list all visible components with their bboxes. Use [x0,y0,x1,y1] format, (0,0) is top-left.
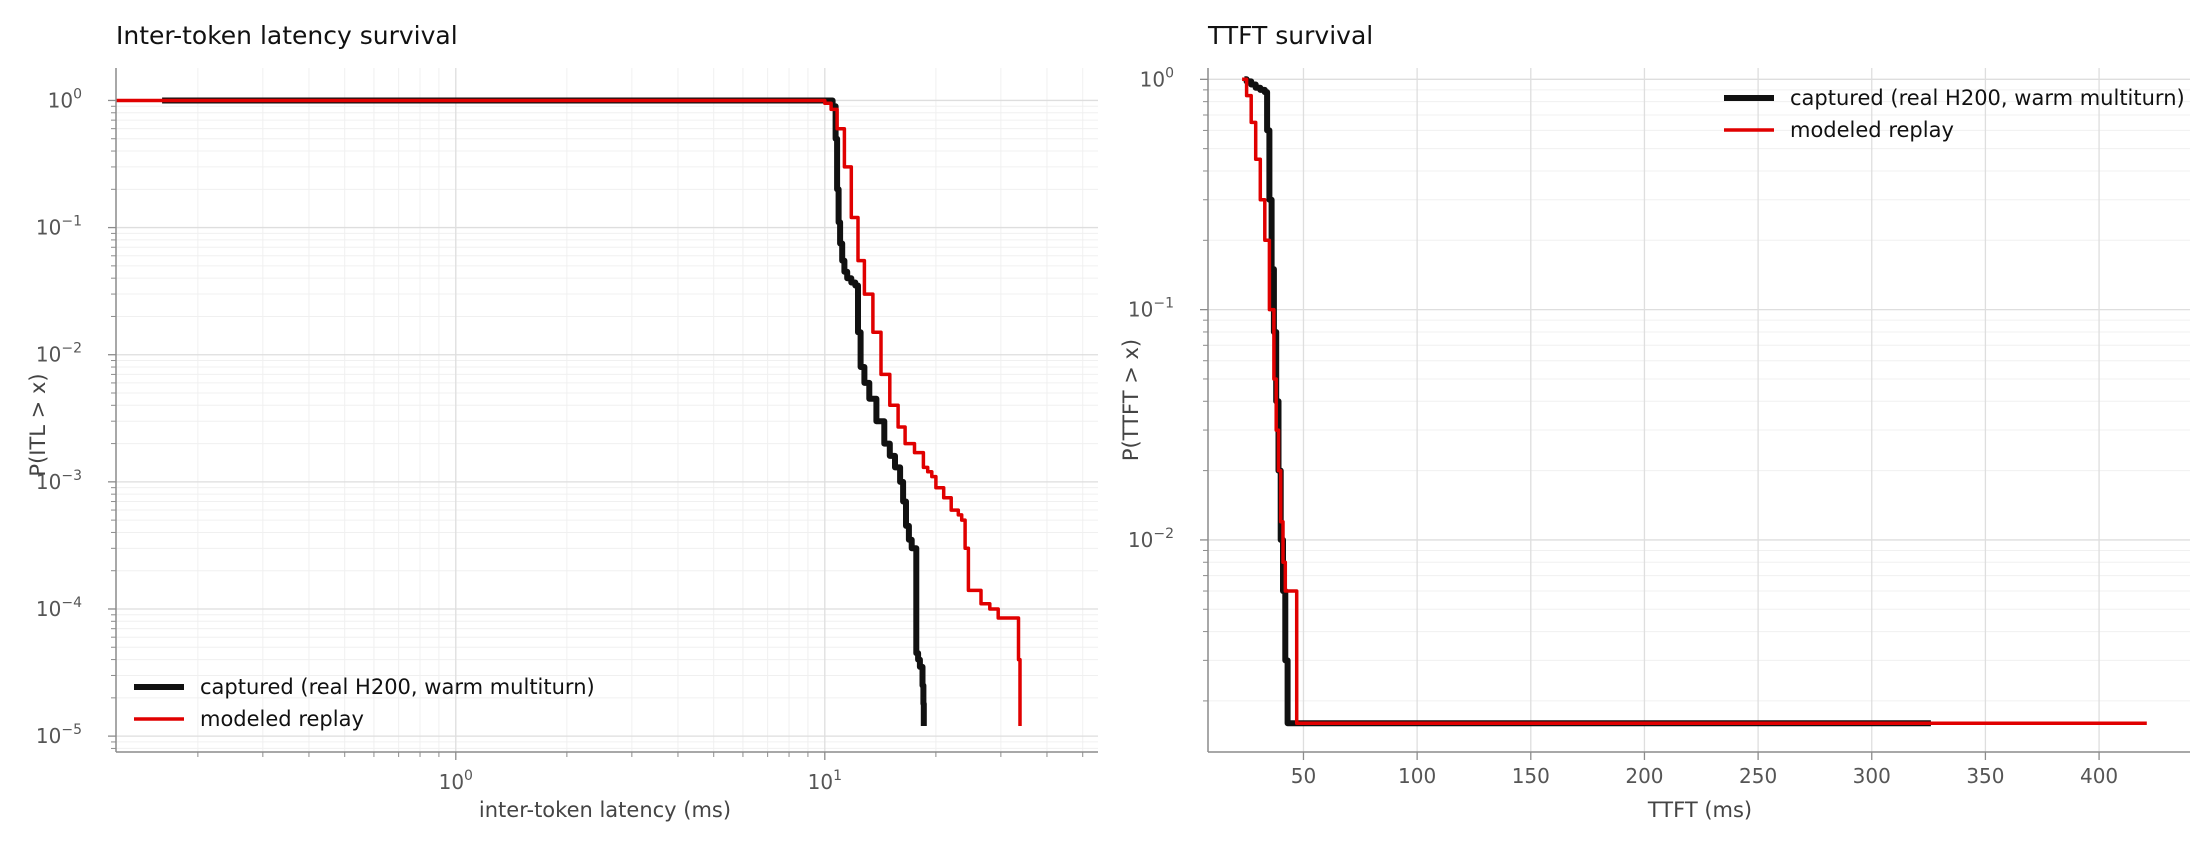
ttft-y-tick-label: 100 [1140,65,1174,91]
ttft-x-tick-label: 50 [1291,764,1316,788]
itl-y-ticks: 100 10−1 10−2 10−3 10−4 10−5 [36,86,82,748]
itl-legend-label-modeled: modeled replay [200,707,364,731]
ttft-survival-chart: TTFT survival 50 100 150 200 250 300 350 400 10… [1119,21,2190,822]
ttft-x-tick-label: 300 [1853,764,1891,788]
itl-y-tick-label: 10−1 [36,214,82,240]
ttft-grid [1208,68,2190,752]
ttft-legend: captured (real H200, warm multiturn) mod… [1724,86,2185,142]
ttft-x-tick-label: 350 [1966,764,2004,788]
itl-chart-title: Inter-token latency survival [116,21,458,50]
ttft-legend-label-captured: captured (real H200, warm multiturn) [1790,86,2185,110]
itl-series-layer [116,97,1022,726]
ttft-x-axis-label: TTFT (ms) [1647,798,1752,822]
itl-x-ticks: 100 101 [439,768,842,794]
itl-axes-spines [108,68,1098,760]
itl-y-axis-label: P(ITL > x) [26,373,50,476]
ttft-series-layer [1242,76,2147,727]
ttft-y-axis-label: P(TTFT > x) [1119,339,1143,461]
ttft-x-tick-label: 400 [2080,764,2118,788]
itl-legend: captured (real H200, warm multiturn) mod… [134,675,595,731]
ttft-legend-label-modeled: modeled replay [1790,118,1954,142]
ttft-x-ticks: 50 100 150 200 250 300 350 400 [1291,764,2118,788]
itl-grid [116,68,1098,752]
itl-legend-label-captured: captured (real H200, warm multiturn) [200,675,595,699]
ttft-x-tick-label: 100 [1398,764,1436,788]
ttft-y-tick-label: 10−2 [1128,526,1174,552]
itl-y-tick-label: 10−2 [36,341,82,367]
itl-x-tick-label: 101 [808,768,842,794]
ttft-axes-spines [1200,68,2190,760]
itl-survival-chart: Inter-token latency survival 100 101 1001… [26,21,1098,822]
ttft-x-tick-label: 150 [1512,764,1550,788]
ttft-x-tick-label: 250 [1739,764,1777,788]
ttft-series-modeled-line [1242,77,2147,725]
itl-y-tick-label: 10−4 [36,595,82,621]
itl-y-tick-label: 100 [48,86,82,112]
ttft-chart-title: TTFT survival [1207,21,1373,50]
ttft-y-ticks: 100 10−1 10−2 [1128,65,1174,552]
itl-x-tick-label: 100 [439,768,473,794]
ttft-x-tick-label: 200 [1625,764,1663,788]
ttft-y-tick-label: 10−1 [1128,296,1174,322]
itl-y-tick-label: 10−3 [36,468,82,494]
ttft-series-captured-line [1243,76,1931,727]
itl-series-captured-line [162,97,927,726]
itl-series-modeled-line [116,98,1022,726]
itl-x-axis-label: inter-token latency (ms) [479,798,731,822]
itl-y-tick-label: 10−5 [36,722,82,748]
